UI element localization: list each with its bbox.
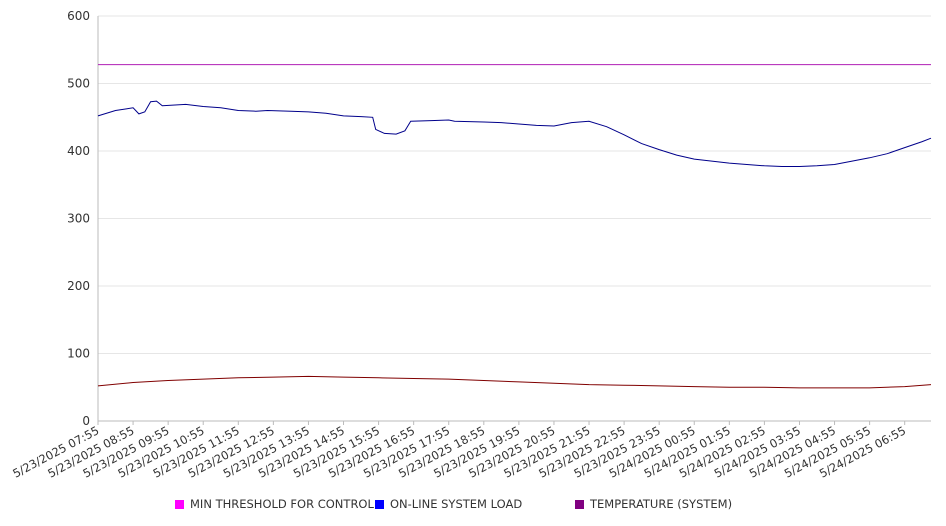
axes — [97, 16, 931, 422]
legend-item-min-threshold[interactable]: MIN THRESHOLD FOR CONTROL — [175, 497, 374, 511]
legend-label: MIN THRESHOLD FOR CONTROL — [190, 497, 374, 511]
legend-label: TEMPERATURE (SYSTEM) — [590, 497, 733, 511]
legend-swatch — [375, 499, 384, 509]
series-line — [97, 375, 932, 389]
y-tick-label: 0 — [82, 414, 90, 428]
y-tick-label: 400 — [67, 144, 90, 158]
legend-swatch — [575, 499, 584, 509]
x-axis-ticks: 5/23/2025 07:555/23/2025 08:555/23/2025 … — [10, 421, 908, 481]
legend: MIN THRESHOLD FOR CONTROL ON-LINE SYSTEM… — [0, 497, 946, 515]
gridlines — [98, 15, 931, 354]
legend-swatch — [175, 499, 184, 509]
y-axis-ticks: 0 100 200 300 400 500 600 — [67, 9, 90, 428]
legend-label: ON-LINE SYSTEM LOAD — [390, 497, 523, 511]
y-tick-label: 300 — [67, 212, 90, 226]
y-tick-label: 600 — [67, 9, 90, 23]
y-tick-label: 500 — [67, 77, 90, 91]
legend-item-system-load[interactable]: ON-LINE SYSTEM LOAD — [375, 497, 522, 511]
legend-item-temperature[interactable]: TEMPERATURE (SYSTEM) — [575, 497, 732, 511]
series-lines — [97, 64, 932, 389]
series-line — [97, 100, 932, 167]
y-tick-label: 200 — [67, 279, 90, 293]
y-tick-label: 100 — [67, 347, 90, 361]
